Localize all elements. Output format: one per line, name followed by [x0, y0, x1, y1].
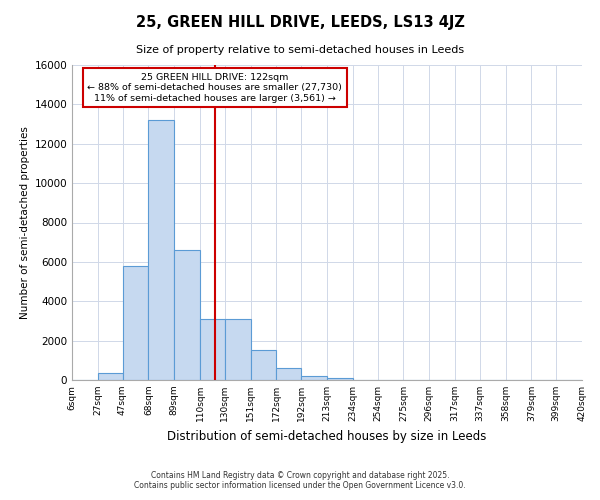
X-axis label: Distribution of semi-detached houses by size in Leeds: Distribution of semi-detached houses by …: [167, 430, 487, 442]
Y-axis label: Number of semi-detached properties: Number of semi-detached properties: [20, 126, 30, 319]
Text: 25 GREEN HILL DRIVE: 122sqm
← 88% of semi-detached houses are smaller (27,730)
1: 25 GREEN HILL DRIVE: 122sqm ← 88% of sem…: [88, 73, 343, 102]
Text: 25, GREEN HILL DRIVE, LEEDS, LS13 4JZ: 25, GREEN HILL DRIVE, LEEDS, LS13 4JZ: [136, 15, 464, 30]
Bar: [277, 368, 301, 380]
Bar: [174, 250, 200, 380]
Bar: [301, 376, 327, 380]
Bar: [122, 266, 148, 380]
Text: Contains HM Land Registry data © Crown copyright and database right 2025.
Contai: Contains HM Land Registry data © Crown c…: [134, 470, 466, 490]
Bar: [200, 319, 225, 380]
Text: Size of property relative to semi-detached houses in Leeds: Size of property relative to semi-detach…: [136, 45, 464, 55]
Bar: [327, 378, 353, 380]
Bar: [148, 120, 174, 380]
Bar: [225, 319, 251, 380]
Bar: [251, 350, 277, 380]
Bar: [98, 373, 122, 380]
